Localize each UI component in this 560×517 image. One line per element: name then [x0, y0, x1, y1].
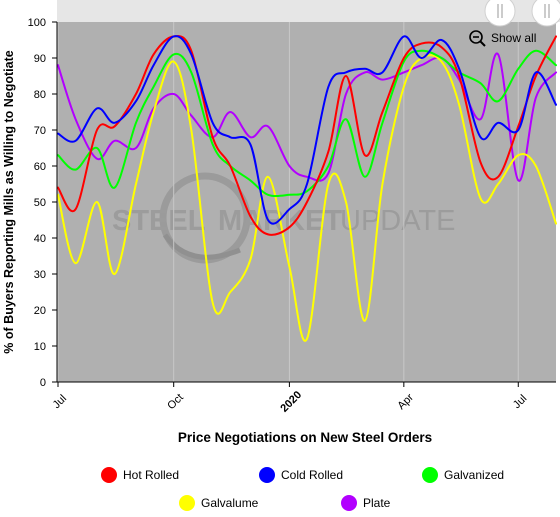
y-tick-label: 50 — [34, 197, 46, 209]
series-line-cold-rolled[interactable] — [57, 35, 557, 225]
grid-lines — [57, 22, 519, 382]
y-tick-label: 10 — [34, 341, 46, 353]
y-axis-title: % of Buyers Reporting Mills as Willing t… — [2, 50, 16, 353]
legend-marker — [422, 467, 438, 483]
legend-item-galvanized[interactable]: Galvanized — [422, 467, 504, 483]
legend-item-plate[interactable]: Plate — [341, 495, 391, 511]
zoom-out-icon — [469, 30, 486, 47]
legend-item-cold-rolled[interactable]: Cold Rolled — [259, 467, 343, 483]
y-tick-label: 90 — [34, 53, 46, 65]
y-axis-ticks: 0 10 20 30 40 50 60 70 80 90 100 — [28, 17, 57, 389]
y-tick-label: 100 — [28, 17, 46, 29]
x-axis-title: Price Negotiations on New Steel Orders — [178, 430, 432, 445]
legend-label: Cold Rolled — [281, 468, 343, 482]
legend-marker — [259, 467, 275, 483]
legend-item-galvalume[interactable]: Galvalume — [179, 495, 259, 511]
series-line-galvanized[interactable] — [57, 49, 557, 198]
y-tick-label: 70 — [34, 125, 46, 137]
legend-item-hot-rolled[interactable]: Hot Rolled — [101, 467, 179, 483]
watermark-swoosh — [162, 233, 241, 260]
legend-label: Galvanized — [444, 468, 504, 482]
navigator-handle-right[interactable] — [531, 0, 560, 27]
y-tick-label: 20 — [34, 305, 46, 317]
legend: Hot Rolled Cold Rolled Galvanized Galvalume… — [101, 467, 504, 511]
navigator-handle-left[interactable] — [484, 0, 516, 27]
show-all-label: Show all — [491, 31, 536, 45]
x-tick-label: Apr — [395, 391, 416, 412]
watermark-text-update: UPDATE — [340, 205, 455, 237]
y-tick-label: 60 — [34, 161, 46, 173]
y-tick-label: 0 — [40, 377, 46, 389]
x-axis-ticks: Jul Oct 2020 Apr Jul — [51, 382, 529, 415]
legend-marker — [179, 495, 195, 511]
series-lines — [57, 35, 557, 342]
show-all-button[interactable]: Show all — [469, 30, 536, 47]
x-tick-label: Oct — [165, 392, 186, 413]
y-tick-label: 80 — [34, 89, 46, 101]
series-line-galvalume[interactable] — [57, 54, 557, 342]
legend-label: Galvalume — [201, 496, 259, 510]
legend-marker — [341, 495, 357, 511]
legend-marker — [101, 467, 117, 483]
x-tick-label: Jul — [51, 393, 69, 411]
legend-label: Hot Rolled — [123, 468, 179, 482]
y-tick-label: 40 — [34, 233, 46, 245]
series-line-hot-rolled[interactable] — [57, 35, 557, 236]
x-tick-label: Jul — [511, 393, 529, 411]
y-tick-label: 30 — [34, 269, 46, 281]
range-navigator-strip[interactable] — [57, 0, 560, 22]
legend-label: Plate — [363, 496, 391, 510]
watermark-logo — [159, 172, 251, 264]
x-tick-label: 2020 — [278, 389, 304, 415]
